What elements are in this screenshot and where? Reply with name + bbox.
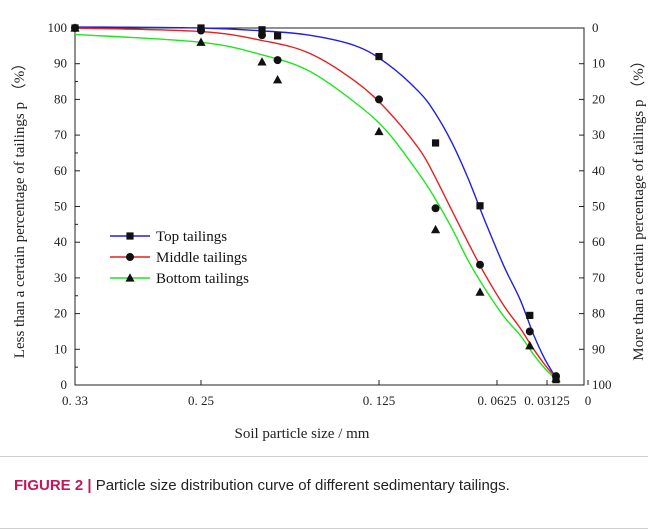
x-tick-label: 0. 25 bbox=[188, 393, 214, 408]
y-right-tick-label: 10 bbox=[592, 56, 605, 71]
legend: Top tailings Middle tailings Bottom tailin… bbox=[110, 229, 249, 287]
ticks-layer: 0102030405060708090100100908070605040302… bbox=[48, 20, 612, 408]
x-tick-label: 0. 33 bbox=[62, 393, 88, 408]
curves-layer bbox=[74, 26, 557, 381]
caption-box bbox=[0, 456, 648, 529]
y-tick-label: 50 bbox=[54, 199, 67, 214]
data-point bbox=[430, 224, 441, 234]
y-tick-label: 90 bbox=[54, 56, 67, 71]
legend-label: Top tailings bbox=[156, 229, 227, 245]
series-curve bbox=[74, 27, 557, 379]
y-tick-label: 30 bbox=[54, 270, 67, 285]
y-right-tick-label: 70 bbox=[592, 270, 605, 285]
y-tick-label: 60 bbox=[54, 163, 67, 178]
data-point bbox=[273, 56, 282, 65]
data-point bbox=[70, 23, 80, 32]
x-tick-label: 0. 0625 bbox=[478, 393, 517, 408]
plot-area bbox=[74, 27, 585, 386]
data-point bbox=[258, 26, 266, 34]
y-right-tick-label: 40 bbox=[592, 163, 605, 178]
data-point bbox=[525, 340, 535, 350]
y-right-tick-label: 20 bbox=[592, 91, 605, 106]
legend-label: Middle tailings bbox=[156, 250, 247, 266]
data-point bbox=[475, 287, 485, 296]
legend-marker bbox=[125, 273, 135, 282]
series-curve bbox=[74, 26, 557, 379]
data-point bbox=[196, 37, 206, 46]
data-point bbox=[273, 74, 283, 84]
x-tick-label: 0 bbox=[585, 393, 592, 408]
data-point bbox=[375, 52, 383, 61]
y-tick-label: 0 bbox=[61, 377, 68, 392]
legend-label: Bottom tailings bbox=[156, 271, 249, 287]
data-point bbox=[431, 139, 440, 147]
y-tick-label: 20 bbox=[54, 306, 67, 321]
caption-label: FIGURE 2 | bbox=[14, 477, 92, 494]
data-point bbox=[258, 31, 266, 40]
data-point bbox=[476, 202, 484, 210]
data-point bbox=[374, 126, 384, 136]
y-tick-label: 70 bbox=[54, 127, 67, 142]
data-point bbox=[526, 311, 534, 319]
data-point bbox=[274, 32, 282, 40]
legend-marker bbox=[126, 232, 134, 240]
y-right-tick-label: 50 bbox=[592, 199, 605, 214]
data-point bbox=[551, 373, 561, 383]
y-tick-label: 40 bbox=[54, 234, 67, 249]
y-axis-title-left: Less than a certain percentage of tailin… bbox=[11, 56, 28, 358]
data-point bbox=[257, 57, 267, 66]
y-tick-label: 10 bbox=[54, 341, 67, 356]
y-right-tick-label: 90 bbox=[592, 341, 605, 356]
y-axis-title-right: More than a certain percentage of tailin… bbox=[630, 53, 647, 360]
data-point bbox=[197, 26, 205, 35]
y-right-tick-label: 30 bbox=[592, 127, 605, 142]
legend-marker bbox=[126, 253, 134, 261]
markers-layer bbox=[70, 23, 561, 384]
y-tick-label: 80 bbox=[54, 91, 67, 106]
data-point bbox=[431, 204, 440, 213]
y-tick-label: 100 bbox=[48, 20, 68, 35]
caption-text: Particle size distribution curve of diff… bbox=[91, 477, 510, 494]
y-right-tick-label: 80 bbox=[592, 306, 605, 321]
y-right-tick-label: 60 bbox=[592, 234, 605, 249]
data-point bbox=[375, 95, 383, 104]
chart: 0102030405060708090100100908070605040302… bbox=[11, 20, 647, 442]
y-right-tick-label: 100 bbox=[592, 377, 612, 392]
y-right-tick-label: 0 bbox=[592, 20, 599, 35]
x-tick-label: 0. 125 bbox=[363, 393, 396, 408]
x-tick-label: 0. 03125 bbox=[524, 393, 570, 408]
x-axis-title: Soil particle size / mm bbox=[235, 426, 370, 442]
figure-caption: FIGURE 2 | Particle size distribution cu… bbox=[14, 474, 634, 498]
data-point bbox=[525, 327, 534, 336]
data-point bbox=[476, 260, 484, 269]
series-curve bbox=[74, 33, 557, 381]
